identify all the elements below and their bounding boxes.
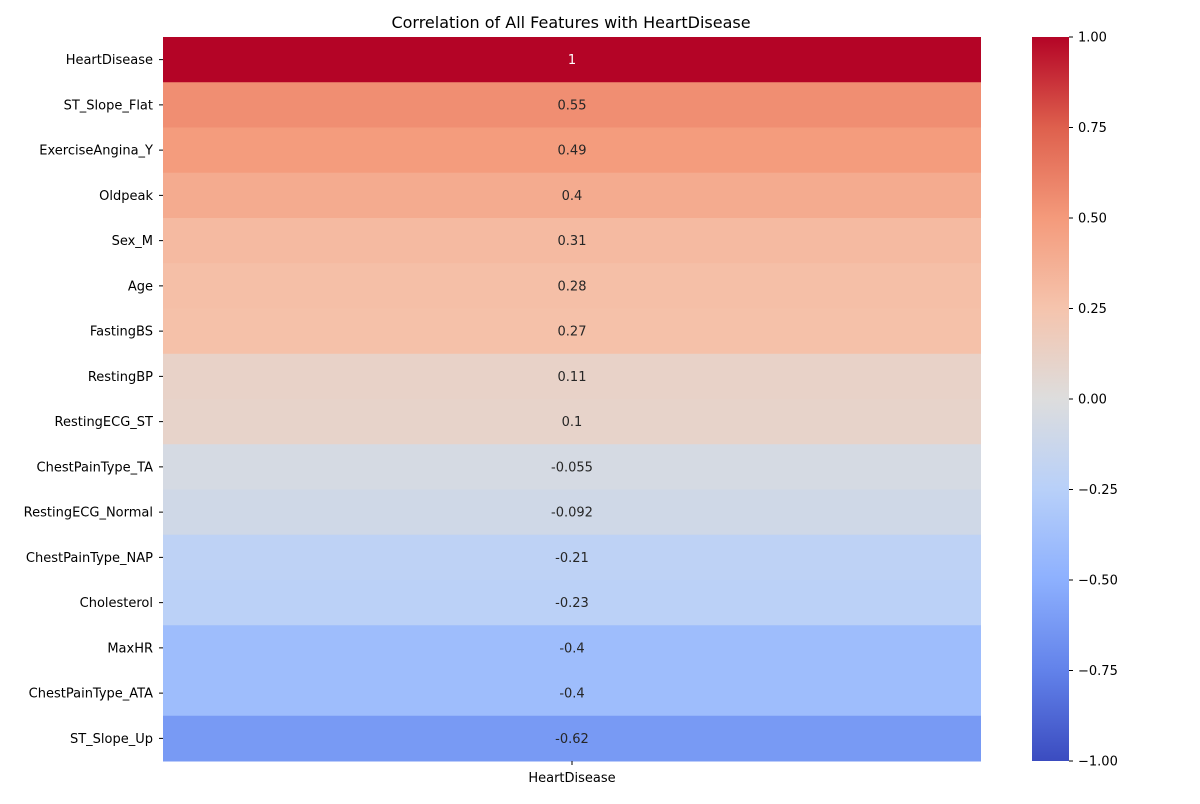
cell-value-label: 0.4 bbox=[562, 189, 583, 204]
row-label-oldpeak: Oldpeak bbox=[99, 189, 153, 204]
cell-value-label: 0.1 bbox=[562, 415, 583, 430]
heatmap-cell-chestpaintype-nap bbox=[163, 534, 981, 581]
row-label-st-slope-flat: ST_Slope_Flat bbox=[64, 98, 153, 113]
column-labels: HeartDisease bbox=[528, 761, 616, 786]
row-label-exerciseangina-y: ExerciseAngina_Y bbox=[39, 144, 153, 159]
row-label-chestpaintype-nap: ChestPainType_NAP bbox=[26, 551, 153, 566]
heatmap-cell-fastingbs bbox=[163, 308, 981, 355]
colorbar: 1.00 0.75 0.50 0.25 0.00 −0.25 −0.50 −0.75 −1.00 bbox=[1032, 31, 1118, 770]
row-label-fastingbs: FastingBS bbox=[90, 325, 153, 340]
cell-value-label: 0.55 bbox=[558, 98, 587, 113]
heatmap-cell-age bbox=[163, 263, 981, 309]
column-label: HeartDisease bbox=[528, 771, 615, 786]
row-label-cholesterol: Cholesterol bbox=[80, 596, 153, 611]
heatmap-cell-sex-m bbox=[163, 218, 981, 264]
colorbar-tick-label: −0.50 bbox=[1078, 574, 1118, 589]
colorbar-tick-label: 0.00 bbox=[1078, 393, 1107, 408]
cell-value-label: 0.31 bbox=[558, 234, 587, 249]
heatmap-cell-chestpaintype-ata bbox=[163, 670, 981, 717]
row-label-restingbp: RestingBP bbox=[88, 370, 153, 385]
heatmap-cells: 1 0.55 0.49 0.4 0.31 0.28 0.27 0.11 0.1 -0.055 -0.… bbox=[163, 37, 981, 762]
cell-value-label: 0.28 bbox=[558, 279, 587, 294]
chart-title: Correlation of All Features with HeartDi… bbox=[391, 13, 750, 32]
row-labels: HeartDisease ST_Slope_Flat ExerciseAngina_… bbox=[24, 53, 163, 747]
cell-value-label: 0.11 bbox=[558, 370, 587, 385]
cell-value-label: -0.4 bbox=[559, 687, 584, 702]
row-label-sex-m: Sex_M bbox=[112, 234, 153, 249]
colorbar-tick-label: −0.75 bbox=[1078, 664, 1118, 679]
cell-value-label: 1 bbox=[568, 53, 576, 68]
cell-value-label: -0.4 bbox=[559, 641, 584, 656]
heatmap-cell-exerciseangina-y bbox=[163, 127, 981, 174]
heatmap-cell-heartdisease bbox=[163, 37, 981, 83]
row-label-chestpaintype-ta: ChestPainType_TA bbox=[37, 460, 154, 475]
row-label-chestpaintype-ata: ChestPainType_ATA bbox=[29, 687, 153, 702]
colorbar-tick-label: 1.00 bbox=[1078, 31, 1107, 46]
heatmap-cell-st-slope-flat bbox=[163, 82, 981, 128]
heatmap-cell-oldpeak bbox=[163, 172, 981, 219]
heatmap-cell-maxhr bbox=[163, 625, 981, 671]
cell-value-label: 0.49 bbox=[558, 144, 587, 159]
colorbar-tick-label: 0.50 bbox=[1078, 212, 1107, 227]
colorbar-tick-label: −1.00 bbox=[1078, 755, 1118, 770]
row-label-age: Age bbox=[128, 279, 153, 294]
cell-value-label: 0.27 bbox=[558, 325, 587, 340]
heatmap-cell-restingecg-st bbox=[163, 399, 981, 445]
colorbar-tick-label: 0.75 bbox=[1078, 121, 1107, 136]
cell-value-label: -0.092 bbox=[551, 506, 593, 521]
cell-value-label: -0.23 bbox=[555, 596, 589, 611]
cell-value-label: -0.055 bbox=[551, 460, 593, 475]
row-label-restingecg-normal: RestingECG_Normal bbox=[24, 506, 153, 521]
heatmap-cell-restingecg-normal bbox=[163, 489, 981, 536]
row-label-restingecg-st: RestingECG_ST bbox=[55, 415, 154, 430]
colorbar-tick-label: 0.25 bbox=[1078, 302, 1107, 317]
row-label-heartdisease: HeartDisease bbox=[66, 53, 153, 68]
colorbar-gradient bbox=[1032, 37, 1069, 761]
row-label-st-slope-up: ST_Slope_Up bbox=[70, 732, 153, 747]
colorbar-tick-label: −0.25 bbox=[1078, 483, 1118, 498]
heatmap-cell-chestpaintype-ta bbox=[163, 444, 981, 490]
heatmap-cell-cholesterol bbox=[163, 580, 981, 626]
cell-value-label: -0.62 bbox=[555, 732, 589, 747]
row-label-maxhr: MaxHR bbox=[107, 641, 153, 656]
heatmap-cell-restingbp bbox=[163, 353, 981, 400]
heatmap-cell-st-slope-up bbox=[163, 715, 981, 762]
cell-value-label: -0.21 bbox=[555, 551, 589, 566]
